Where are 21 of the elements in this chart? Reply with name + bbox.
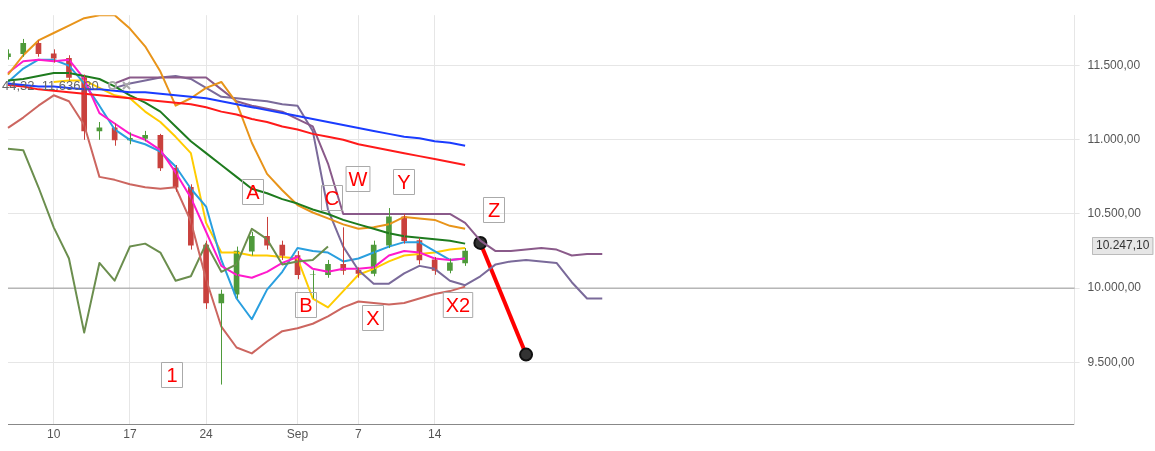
x-tick-label: 10 bbox=[47, 427, 61, 442]
annotation: Y bbox=[397, 170, 411, 193]
x-tick-label: 17 bbox=[123, 427, 137, 442]
candlestick bbox=[50, 48, 57, 64]
y-tick-label: 10.500,00 bbox=[1087, 206, 1142, 221]
annotation: X2 bbox=[445, 293, 471, 316]
y-tick-label: 11.000,00 bbox=[1087, 132, 1141, 147]
x-tick-label: 7 bbox=[355, 427, 363, 442]
annotation: B bbox=[299, 293, 313, 316]
candlestick bbox=[309, 269, 316, 300]
annotation: W bbox=[348, 167, 368, 190]
text: 10.247,10 bbox=[1096, 238, 1150, 253]
annotation: 1 bbox=[166, 363, 178, 386]
x-tick-label: Sep bbox=[286, 427, 309, 442]
annotation: X bbox=[366, 306, 380, 329]
x-tick-label: 24 bbox=[199, 427, 214, 442]
y-tick-label: 10.000,00 bbox=[1087, 280, 1142, 295]
x-tick-label: 14 bbox=[427, 427, 442, 442]
y-tick-label: 9.500,00 bbox=[1087, 354, 1135, 369]
annotation: Z bbox=[487, 198, 501, 221]
y-tick-label: 11.500,00 bbox=[1087, 57, 1141, 72]
